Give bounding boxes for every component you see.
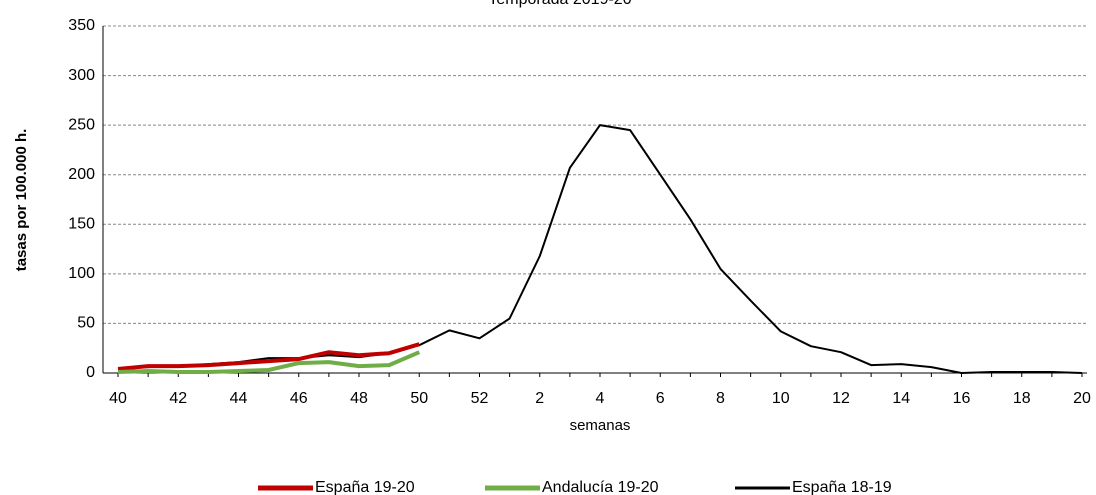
y-tick-label: 200 [68,166,95,183]
x-tick-label: 20 [1073,390,1091,407]
y-tick-label: 300 [68,67,95,84]
x-tick-label: 14 [892,390,910,407]
x-tick-label: 52 [471,390,489,407]
y-tick-label: 100 [68,265,95,282]
y-tick-label: 250 [68,116,95,133]
x-tick-label: 2 [535,390,544,407]
x-tick-label: 4 [596,390,605,407]
series-line [117,124,1083,374]
y-tick-label: 150 [68,216,95,233]
y-axis-label: tasas por 100.000 h. [13,129,30,272]
y-tick-label: 50 [77,315,95,332]
x-tick-label: 40 [109,390,127,407]
legend-label: Andalucía 19-20 [542,479,659,495]
x-tick-label: 44 [230,390,248,407]
x-tick-label: 12 [832,390,850,407]
x-tick-label: 16 [953,390,971,407]
series-line [117,350,421,374]
chart-title: Temporada 2019-20 [488,0,631,8]
series-line [117,342,420,371]
x-tick-label: 46 [290,390,308,407]
y-tick-label: 350 [68,17,95,34]
x-axis-label: semanas [570,417,631,434]
x-tick-label: 50 [410,390,428,407]
x-tick-label: 8 [716,390,725,407]
y-tick-label: 0 [86,364,95,381]
x-tick-label: 18 [1013,390,1031,407]
legend-label: España 18-19 [792,479,892,495]
x-tick-label: 48 [350,390,368,407]
x-tick-label: 42 [169,390,187,407]
x-tick-label: 10 [772,390,790,407]
x-tick-label: 6 [656,390,665,407]
legend-label: España 19-20 [315,479,415,495]
